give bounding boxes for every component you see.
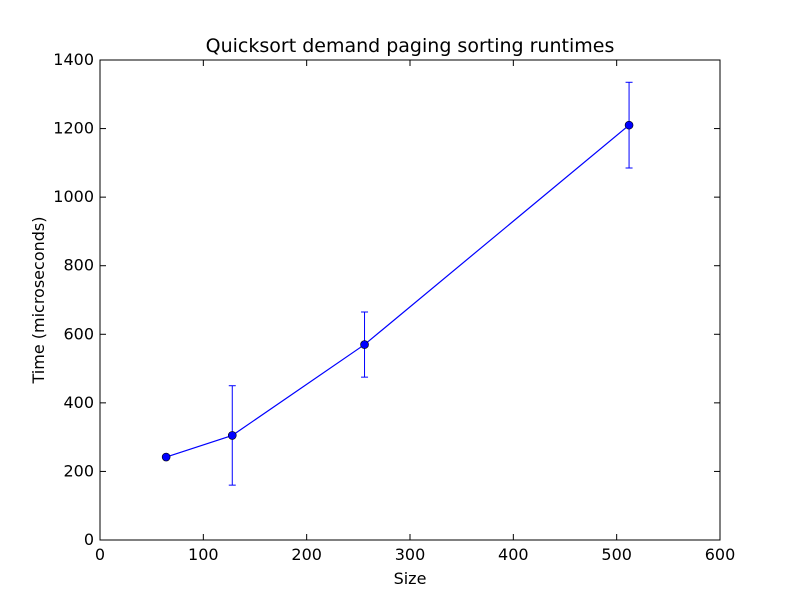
chart-title: Quicksort demand paging sorting runtimes	[206, 35, 615, 57]
x-axis-label: Size	[394, 569, 427, 588]
data-point	[227, 431, 237, 440]
y-tick-label: 1000	[53, 187, 94, 206]
x-tick-label: 0	[95, 545, 105, 564]
series-line	[165, 124, 630, 458]
data-points	[161, 120, 634, 462]
y-tick-label: 600	[63, 324, 94, 343]
data-point	[624, 120, 634, 130]
data-point	[360, 340, 369, 349]
x-tick-label: 100	[188, 545, 219, 564]
data-point	[161, 452, 171, 462]
y-axis-label: Time (microseconds)	[29, 217, 48, 385]
y-tick-label: 1200	[53, 119, 94, 138]
x-tick-label: 400	[498, 545, 529, 564]
series-lines	[165, 124, 630, 458]
y-tick-label: 200	[63, 461, 94, 480]
y-tick-label: 400	[63, 393, 94, 412]
plot-frame	[99, 59, 721, 541]
y-tick-label: 1400	[53, 50, 94, 69]
x-tick-label: 600	[705, 545, 736, 564]
axis-ticks: 0 100 200 300 400 500 600 0 200 400 600 800 1000 1200…	[53, 50, 735, 564]
x-tick-label: 500	[601, 545, 632, 564]
x-tick-label: 200	[291, 545, 322, 564]
y-tick-label: 800	[63, 256, 94, 275]
x-tick-label: 300	[395, 545, 426, 564]
y-tick-label: 0	[84, 530, 94, 549]
plot-background	[100, 60, 720, 540]
